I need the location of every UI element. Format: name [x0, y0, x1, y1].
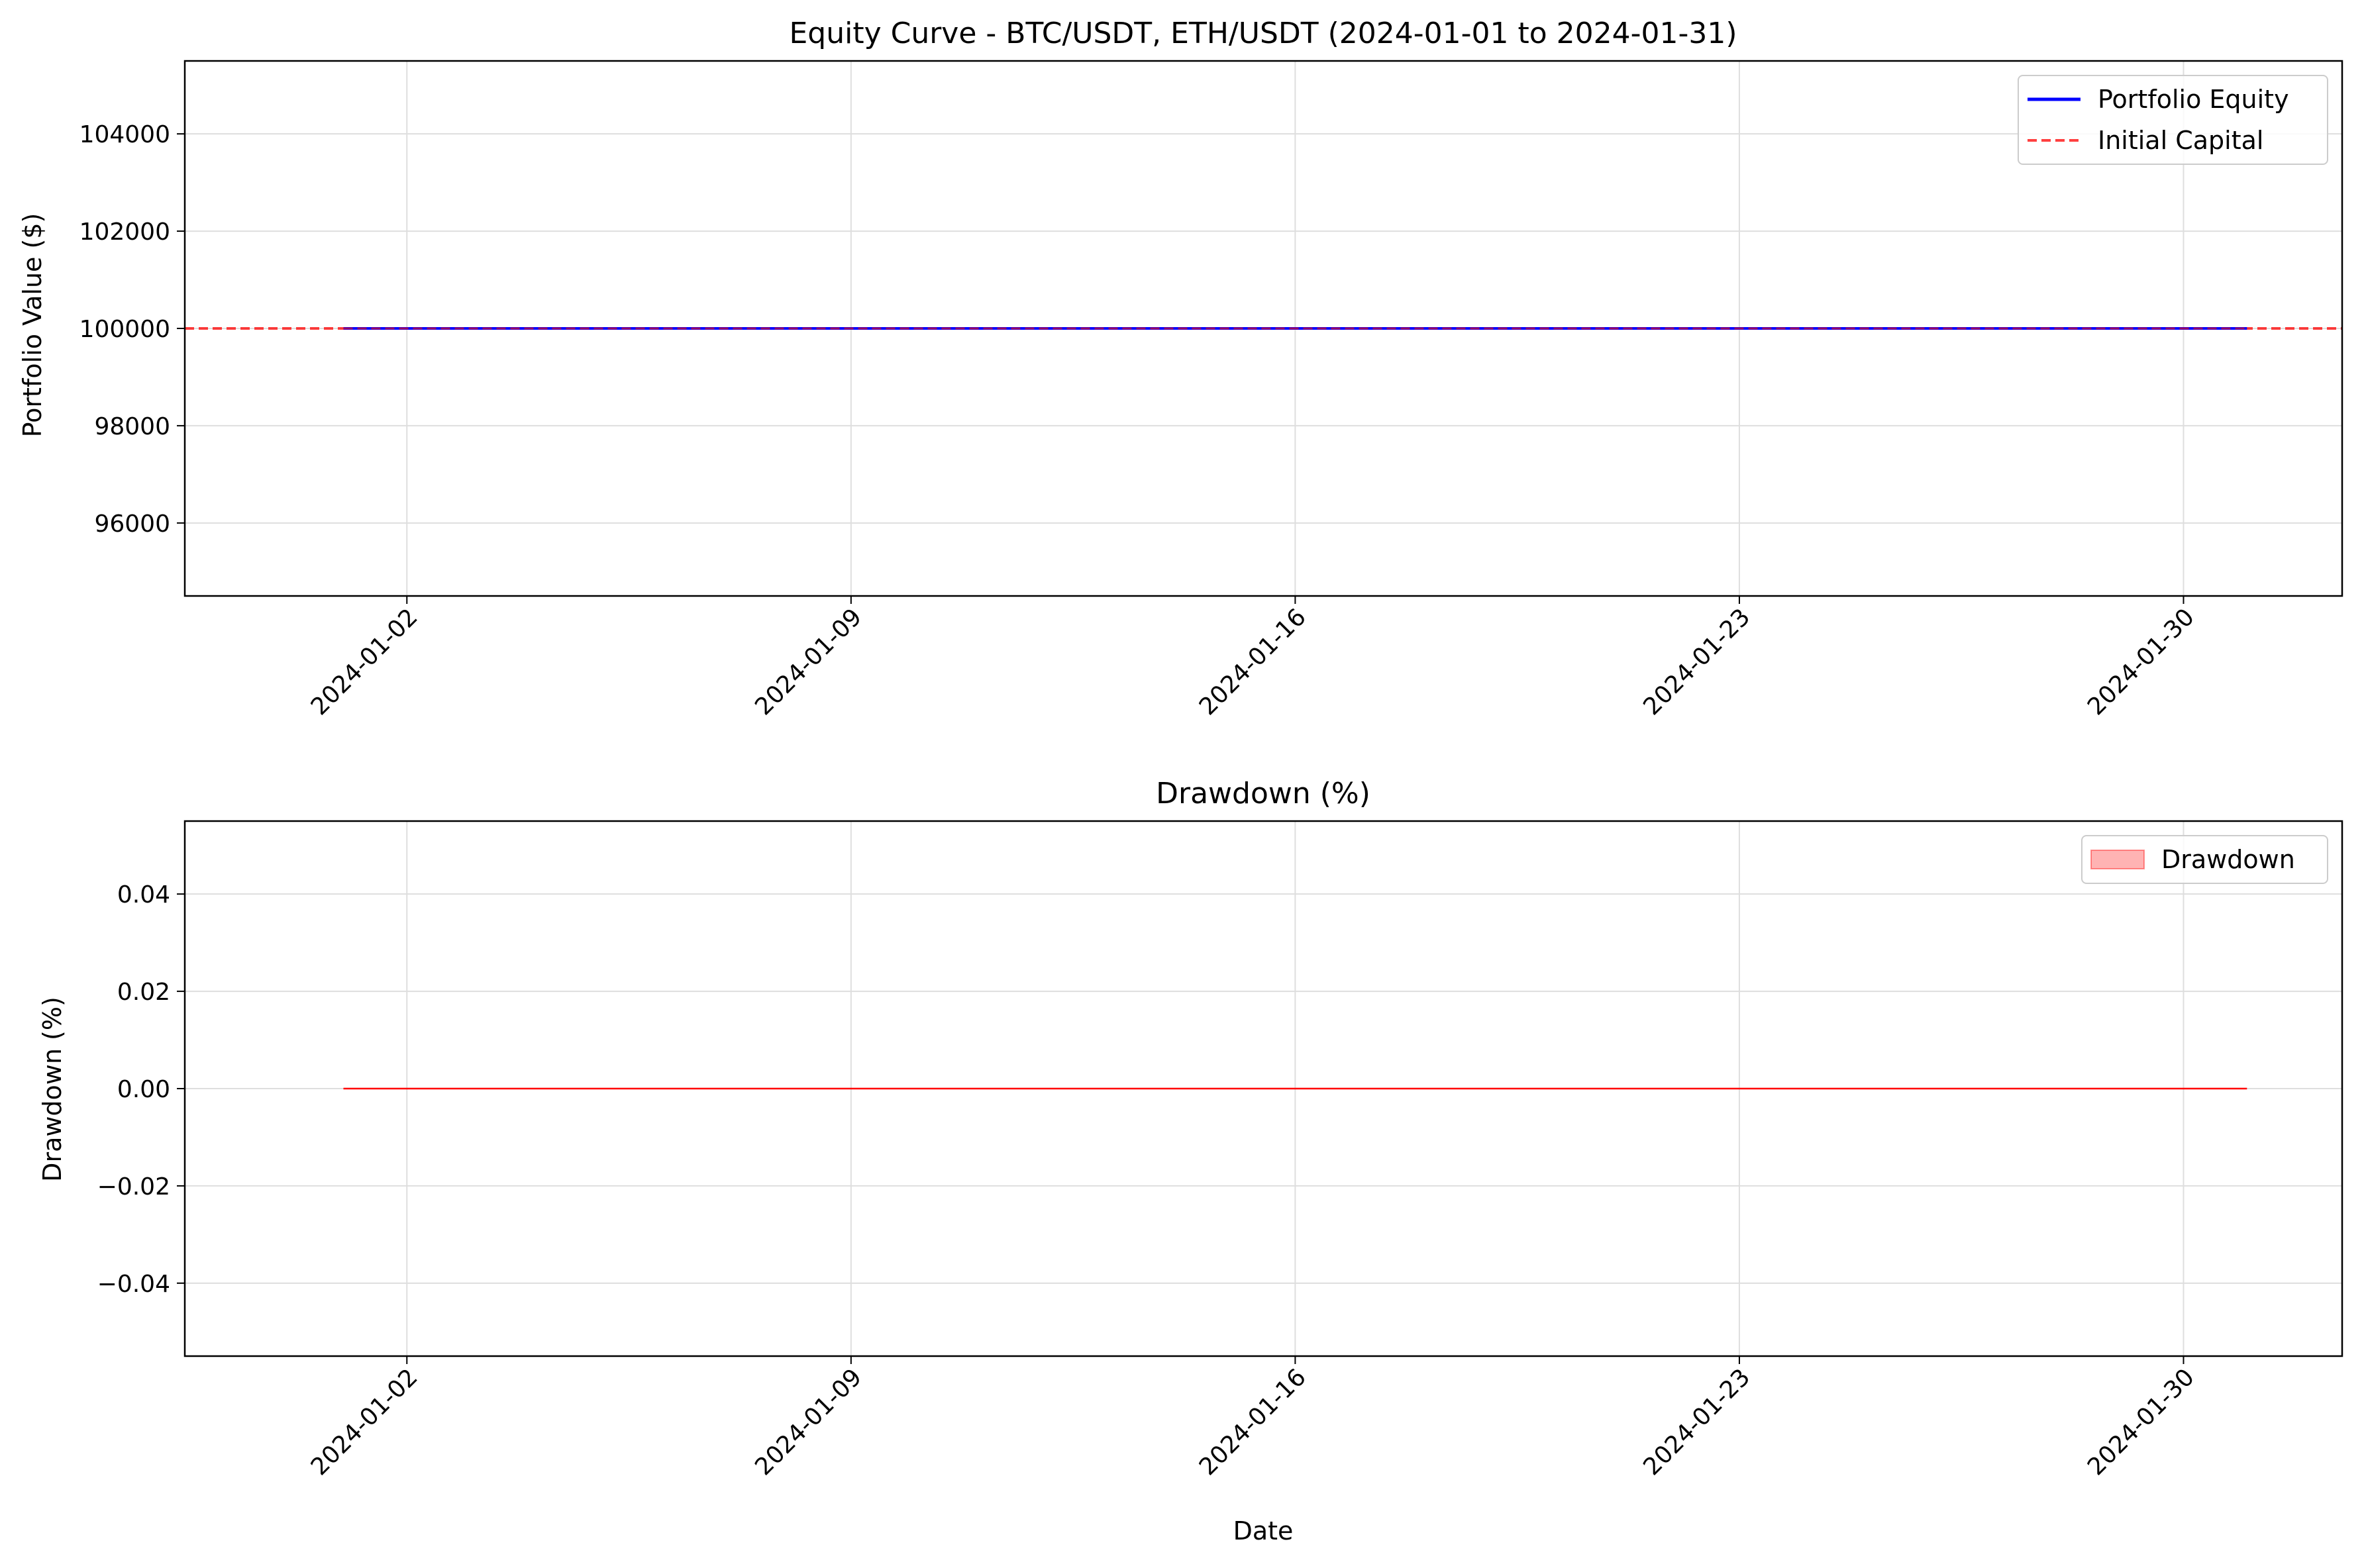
legend-label-drawdown: Drawdown [2161, 845, 2295, 874]
y-tick-label: −0.02 [97, 1173, 170, 1200]
equity-x-ticks: 2024-01-02 2024-01-09 2024-01-16 2024-01-23… [306, 596, 2200, 720]
x-tick-label: 2024-01-02 [306, 1363, 423, 1481]
legend-label-capital: Initial Capital [2098, 126, 2263, 155]
y-tick-label: 0.04 [117, 881, 170, 908]
y-tick-label: 0.00 [117, 1076, 170, 1103]
x-tick-label: 2024-01-16 [1194, 603, 1311, 720]
legend-swatch-drawdown [2090, 850, 2145, 869]
drawdown-y-axis-label: Drawdown (%) [38, 997, 67, 1182]
y-tick-label: 96000 [94, 511, 170, 538]
drawdown-panel: Drawdown (%) Drawdown (%) Date −0.04−0.0… [38, 777, 2343, 1545]
x-tick-label: 2024-01-23 [1638, 603, 1755, 720]
drawdown-chart-title: Drawdown (%) [1156, 777, 1370, 810]
drawdown-legend: Drawdown [2081, 835, 2328, 884]
x-tick-label: 2024-01-02 [306, 603, 423, 720]
y-tick-label: 102000 [79, 219, 170, 246]
equity-chart-title: Equity Curve - BTC/USDT, ETH/USDT (2024-… [789, 17, 1737, 50]
equity-panel: Equity Curve - BTC/USDT, ETH/USDT (2024-… [18, 17, 2343, 720]
legend-box [2081, 835, 2328, 884]
drawdown-x-axis-label: Date [1233, 1516, 1294, 1545]
legend-label-equity: Portfolio Equity [2098, 85, 2289, 114]
x-tick-label: 2024-01-09 [750, 1363, 867, 1481]
x-tick-label: 2024-01-30 [2082, 603, 2200, 720]
y-tick-label: 0.02 [117, 979, 170, 1006]
x-tick-label: 2024-01-09 [750, 603, 867, 720]
equity-y-ticks: 96000 98000 100000 102000 104000 [79, 121, 185, 538]
drawdown-y-ticks: −0.04 −0.02 0.00 0.02 0.04 [97, 881, 185, 1298]
x-tick-label: 2024-01-16 [1194, 1363, 1311, 1481]
x-tick-label: 2024-01-30 [2082, 1363, 2200, 1481]
y-tick-label: 100000 [79, 316, 170, 343]
y-tick-label: 98000 [94, 413, 170, 440]
y-tick-label: 104000 [79, 121, 170, 148]
equity-legend: Portfolio Equity Initial Capital [2018, 75, 2328, 165]
equity-y-axis-label: Portfolio Value ($) [18, 213, 47, 438]
y-tick-label: −0.04 [97, 1271, 170, 1298]
drawdown-x-ticks: 2024-01-02 2024-01-09 2024-01-16 2024-01-23… [306, 1356, 2200, 1481]
legend-box [2018, 75, 2328, 165]
x-tick-label: 2024-01-23 [1638, 1363, 1755, 1481]
